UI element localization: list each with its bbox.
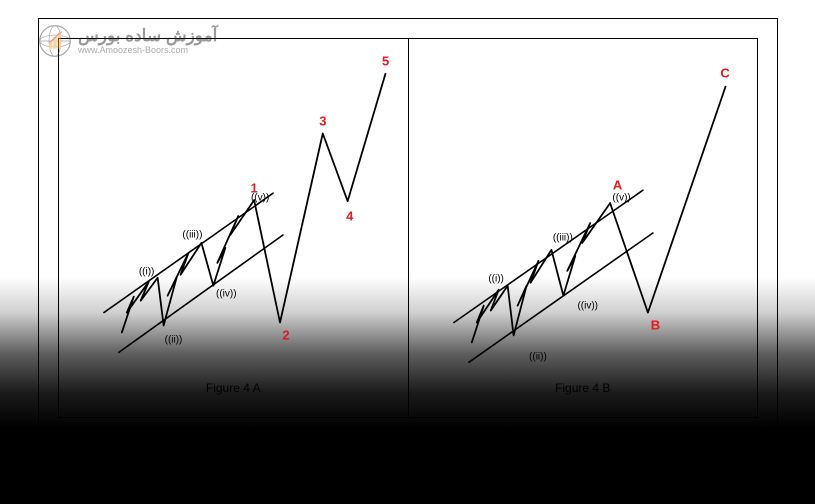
wave-label-black: ((ii)) [529, 352, 547, 363]
wave-label-black: ((v)) [251, 193, 269, 204]
watermark-brand: آموزش ساده بورس [78, 27, 217, 44]
wave-label-red: A [613, 178, 622, 193]
panel-figure-b: Figure 4 B A B C ((i)) ((ii)) ((iii)) ((iv)) ((… [409, 39, 758, 417]
caption-b: Figure 4 B [409, 381, 758, 395]
wave-label-black: ((iv)) [577, 300, 598, 311]
wave-label-red: B [651, 318, 660, 333]
wave-label-black: ((iii)) [553, 232, 573, 243]
watermark: آموزش ساده بورس www.Amoozesh-Boors.com [38, 24, 217, 58]
wave-label-red: 5 [382, 53, 389, 68]
wave-label-black: ((iii)) [182, 229, 202, 240]
wave-label-red: 4 [346, 209, 353, 224]
wave-label-black: ((i)) [488, 273, 504, 284]
wave-label-red: 3 [319, 113, 326, 128]
wave-label-red: 2 [282, 328, 289, 343]
wave-label-black: ((ii)) [165, 335, 183, 346]
wave-label-black: ((i)) [139, 266, 155, 277]
globe-chart-icon [38, 24, 72, 58]
caption-a: Figure 4 A [59, 381, 408, 395]
wave-label-black: ((iv)) [216, 288, 237, 299]
chart-b-svg [409, 39, 758, 417]
panel-figure-a: Figure 4 A 12345((i))((ii))((iii))((iv))… [59, 39, 409, 417]
watermark-url: www.Amoozesh-Boors.com [78, 46, 217, 55]
wave-label-red: C [720, 65, 729, 80]
panels-container: Figure 4 A 12345((i))((ii))((iii))((iv))… [58, 38, 758, 418]
wave-label-black: ((v)) [612, 193, 630, 204]
chart-a-svg [59, 39, 408, 417]
